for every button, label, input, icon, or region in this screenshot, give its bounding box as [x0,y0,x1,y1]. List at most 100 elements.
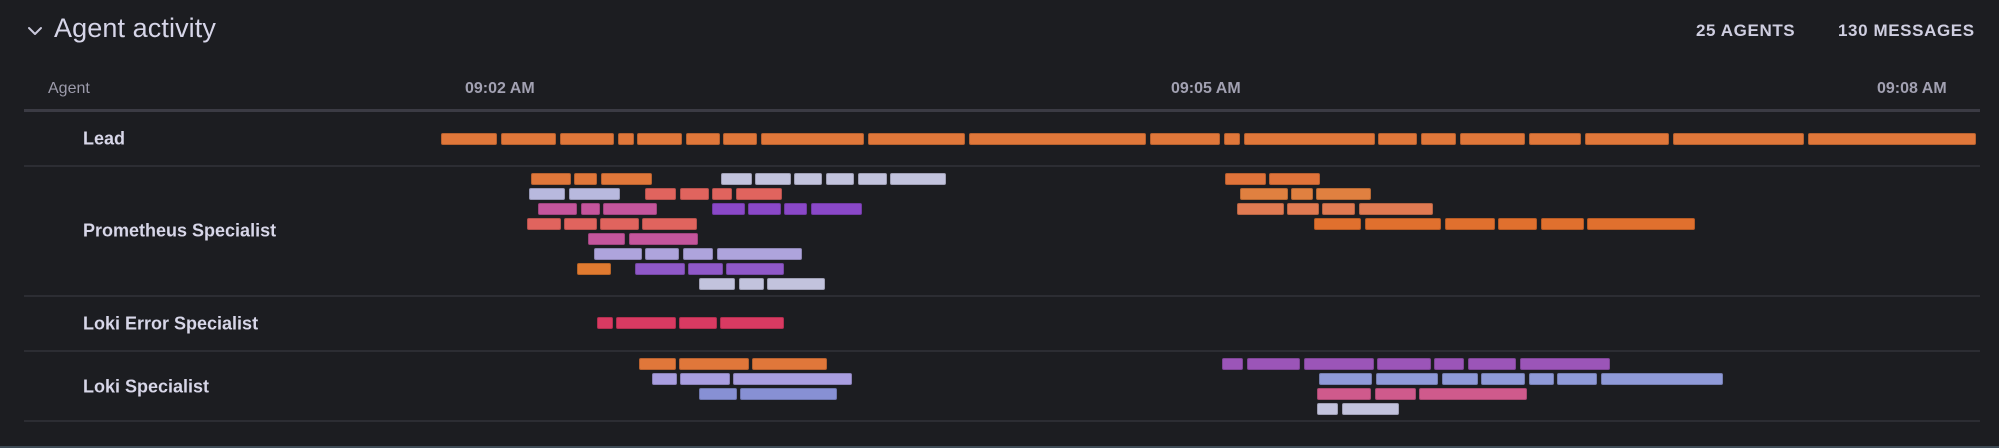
activity-bar[interactable] [1421,133,1456,145]
activity-bar[interactable] [723,133,757,145]
activity-bar[interactable] [1317,403,1338,415]
activity-bar[interactable] [637,133,682,145]
activity-bar[interactable] [629,233,698,245]
activity-bar[interactable] [721,173,752,185]
activity-bar[interactable] [588,233,625,245]
activity-bar[interactable] [740,388,837,400]
activity-bar[interactable] [688,263,723,275]
activity-bar[interactable] [712,188,732,200]
activity-bar[interactable] [733,373,852,385]
activity-bar[interactable] [1269,173,1320,185]
activity-bar[interactable] [1359,203,1433,215]
activity-bar[interactable] [1317,388,1371,400]
activity-bar[interactable] [645,188,676,200]
activity-bar[interactable] [603,203,657,215]
activity-bar[interactable] [1287,203,1319,215]
activity-bar[interactable] [1314,218,1361,230]
activity-bar[interactable] [1244,133,1375,145]
activity-bar[interactable] [594,248,642,260]
activity-bar[interactable] [1322,203,1355,215]
activity-bar[interactable] [680,188,709,200]
activity-bar[interactable] [683,248,713,260]
activity-bar[interactable] [890,173,946,185]
activity-bar[interactable] [699,388,737,400]
activity-bar[interactable] [761,133,864,145]
activity-bar[interactable] [1319,373,1372,385]
activity-bar[interactable] [1224,133,1240,145]
activity-bar[interactable] [755,173,791,185]
activity-bar[interactable] [1291,188,1313,200]
activity-bar[interactable] [736,188,782,200]
activity-bar[interactable] [767,278,825,290]
activity-bar[interactable] [1304,358,1374,370]
activity-bar[interactable] [1225,173,1266,185]
activity-bar[interactable] [1434,358,1464,370]
activity-bar[interactable] [635,263,685,275]
activity-bar[interactable] [1222,358,1243,370]
activity-bar[interactable] [1316,188,1371,200]
activity-bar[interactable] [1377,358,1431,370]
activity-bar[interactable] [858,173,887,185]
activity-bar[interactable] [1442,373,1478,385]
activity-bar[interactable] [441,133,497,145]
activity-bar[interactable] [699,278,735,290]
activity-bar[interactable] [739,278,764,290]
activity-bar[interactable] [560,133,614,145]
activity-bar[interactable] [577,263,611,275]
activity-bar[interactable] [1150,133,1220,145]
activity-bar[interactable] [748,203,781,215]
activity-bar[interactable] [574,173,597,185]
activity-bar[interactable] [1601,373,1723,385]
activity-bar[interactable] [1365,218,1441,230]
activity-bar[interactable] [826,173,854,185]
activity-bar[interactable] [1587,218,1695,230]
activity-bar[interactable] [1541,218,1584,230]
activity-bar[interactable] [1460,133,1525,145]
activity-bar[interactable] [601,173,652,185]
activity-bar[interactable] [1375,388,1416,400]
activity-bar[interactable] [1378,133,1417,145]
activity-bar[interactable] [616,317,676,329]
activity-bar[interactable] [1237,203,1284,215]
activity-bar[interactable] [1498,218,1537,230]
activity-bar[interactable] [1419,388,1527,400]
activity-bar[interactable] [1247,358,1300,370]
activity-bar[interactable] [501,133,556,145]
activity-bar[interactable] [639,358,676,370]
activity-bar[interactable] [1468,358,1516,370]
activity-bar[interactable] [679,317,717,329]
activity-bar[interactable] [717,248,802,260]
activity-bar[interactable] [618,133,634,145]
activity-bar[interactable] [1376,373,1438,385]
activity-bar[interactable] [1808,133,1976,145]
activity-bar[interactable] [680,373,730,385]
activity-bar[interactable] [686,133,720,145]
activity-bar[interactable] [645,248,679,260]
activity-bar[interactable] [752,358,827,370]
activity-bar[interactable] [642,218,697,230]
activity-bar[interactable] [597,317,613,329]
activity-bar[interactable] [1673,133,1804,145]
activity-bar[interactable] [1557,373,1597,385]
activity-bar[interactable] [581,203,600,215]
activity-bar[interactable] [969,133,1146,145]
section-title[interactable]: Agent activity [54,13,216,43]
activity-bar[interactable] [811,203,862,215]
activity-bar[interactable] [1342,403,1399,415]
activity-bar[interactable] [712,203,745,215]
activity-bar[interactable] [1529,133,1581,145]
activity-bar[interactable] [1529,373,1554,385]
activity-bar[interactable] [1520,358,1610,370]
activity-bar[interactable] [794,173,822,185]
activity-bar[interactable] [720,317,784,329]
activity-bar[interactable] [531,173,571,185]
activity-bar[interactable] [784,203,807,215]
activity-bar[interactable] [569,188,620,200]
activity-bar[interactable] [564,218,597,230]
chevron-down-icon[interactable] [26,22,44,40]
activity-bar[interactable] [600,218,639,230]
activity-bar[interactable] [538,203,577,215]
activity-bar[interactable] [1585,133,1669,145]
activity-bar[interactable] [527,218,561,230]
activity-bar[interactable] [529,188,565,200]
